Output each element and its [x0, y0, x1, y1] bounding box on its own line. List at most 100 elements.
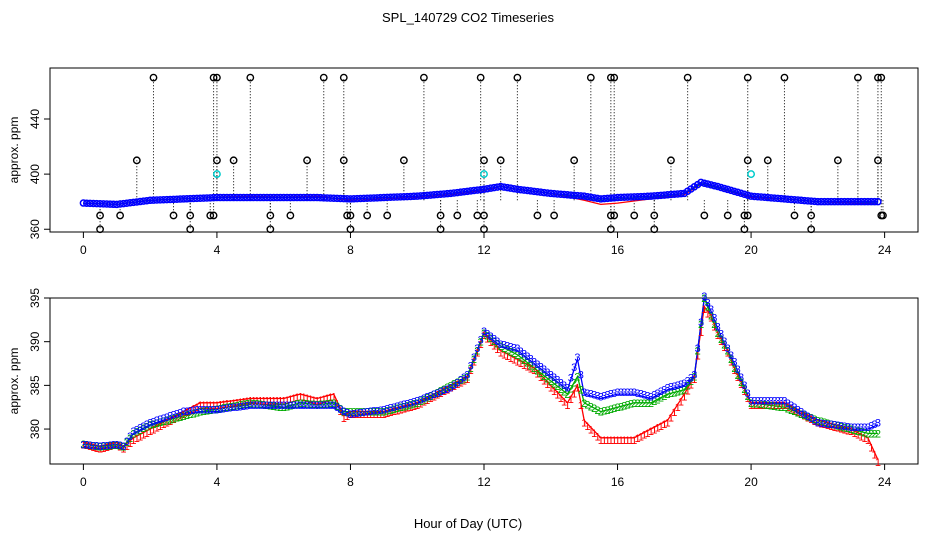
series-marker-2: 2 [174, 413, 180, 425]
series-marker-1: 1 [127, 438, 133, 450]
series-marker-2: 2 [872, 428, 878, 440]
outlier-point [743, 156, 752, 165]
series-marker-2: 2 [708, 310, 714, 322]
series-marker-3 [476, 185, 485, 194]
series-marker-3 [513, 185, 522, 194]
series-marker-3: 3 [735, 364, 741, 376]
series-marker-3: 3 [364, 407, 370, 419]
series-marker-3: 3 [377, 405, 383, 417]
series-marker-1: 1 [130, 435, 136, 447]
series-marker-2: 2 [234, 400, 240, 412]
series-marker-1: 1 [574, 383, 580, 395]
series-marker-2: 2 [311, 399, 317, 411]
series-marker-3: 3 [241, 401, 247, 413]
series-marker-2: 2 [217, 403, 223, 415]
series-marker-2: 2 [251, 398, 257, 410]
series-marker-3: 3 [471, 352, 477, 364]
series-marker-2: 2 [97, 442, 103, 454]
series-marker-1: 1 [327, 392, 333, 404]
series-marker-1: 1 [578, 400, 584, 412]
top-panel: 0 4 8 12 16 20 24 360 400 440 approx. ppm [7, 67, 919, 257]
series-marker-3: 3 [511, 342, 517, 354]
series-marker-3: 3 [715, 321, 721, 333]
series-marker-3 [533, 188, 542, 196]
series-marker-1: 1 [828, 421, 834, 433]
series-marker-1: 1 [791, 405, 797, 417]
series-marker-2: 2 [441, 384, 447, 396]
series-marker-3: 3 [170, 410, 176, 422]
outlier-point [874, 156, 882, 165]
series-marker-1: 1 [731, 365, 737, 377]
series-marker-1: 1 [424, 395, 430, 407]
series-marker-2: 2 [361, 407, 367, 419]
series-marker-1: 1 [347, 409, 353, 421]
series-marker-3: 3 [247, 400, 253, 412]
series-marker-3 [874, 197, 882, 206]
outlier-point [570, 156, 579, 165]
series-marker-3: 3 [718, 329, 724, 341]
y-axis-label: approx. ppm [7, 348, 21, 415]
series-marker-2: 2 [618, 401, 624, 413]
series-marker-3: 3 [574, 352, 580, 364]
series-marker-3: 3 [835, 420, 841, 432]
series-marker-1: 1 [471, 356, 477, 368]
series-marker-3 [446, 189, 455, 198]
series-marker-3 [129, 198, 138, 207]
series-marker-3: 3 [317, 400, 323, 412]
series-marker-2: 2 [271, 401, 277, 413]
series-marker-1: 1 [251, 396, 257, 408]
series-marker-3: 3 [611, 388, 617, 400]
series-marker-2: 2 [775, 401, 781, 413]
series-marker-2: 2 [341, 407, 347, 419]
outlier-point [879, 211, 887, 220]
series-marker-1: 1 [124, 441, 130, 453]
outlier-point [383, 211, 392, 220]
series-marker-1: 1 [845, 425, 851, 437]
series-marker-2: 2 [614, 402, 620, 414]
series-marker-2: 2 [387, 405, 393, 417]
outlier-point [346, 225, 355, 234]
series-marker-1: 1 [862, 433, 868, 445]
series-marker-2: 2 [331, 398, 337, 410]
series-marker-3 [700, 179, 709, 187]
series-marker-3 [730, 187, 739, 196]
series-marker-2: 2 [695, 345, 701, 357]
series-marker-3 [133, 198, 141, 206]
series-marker-2: 2 [508, 346, 514, 358]
series-marker-3: 3 [468, 361, 474, 373]
series-marker-1: 1 [544, 379, 550, 391]
series-marker-1: 1 [765, 400, 771, 412]
series-marker-2: 2 [725, 345, 731, 357]
series-marker-2: 2 [411, 399, 417, 411]
plot-frame [49, 67, 919, 233]
series-marker-3: 3 [418, 394, 424, 406]
series-marker-2: 2 [154, 418, 160, 430]
series-marker-3 [480, 185, 488, 194]
series-marker-2: 2 [852, 425, 858, 437]
series-marker-2: 2 [124, 437, 130, 449]
series-marker-1: 1 [254, 396, 260, 408]
series-marker-1: 1 [367, 409, 373, 421]
series-marker-2: 2 [578, 385, 584, 397]
series-marker-2: 2 [197, 407, 203, 419]
series-marker-3: 3 [264, 400, 270, 412]
series-marker-3 [713, 182, 722, 191]
series-marker-1: 1 [538, 372, 544, 384]
series-marker-2: 2 [471, 354, 477, 366]
series-marker-2: 2 [501, 343, 507, 355]
series-marker-1: 1 [755, 400, 761, 412]
series-marker-1: 1 [788, 404, 794, 416]
series-marker-1: 1 [872, 450, 878, 462]
series-marker-3: 3 [274, 400, 280, 412]
series-marker-2: 2 [534, 366, 540, 378]
series-marker-1: 1 [681, 391, 687, 403]
series-marker-2: 2 [735, 370, 741, 382]
series-marker-1: 1 [548, 383, 554, 395]
series-marker-2: 2 [261, 400, 267, 412]
series-marker-3: 3 [407, 397, 413, 409]
series-marker-1: 1 [691, 374, 697, 386]
series-marker-2: 2 [160, 416, 166, 428]
series-marker-1: 1 [217, 400, 223, 412]
series-marker-3 [733, 188, 742, 197]
series-line-2 [83, 297, 878, 448]
